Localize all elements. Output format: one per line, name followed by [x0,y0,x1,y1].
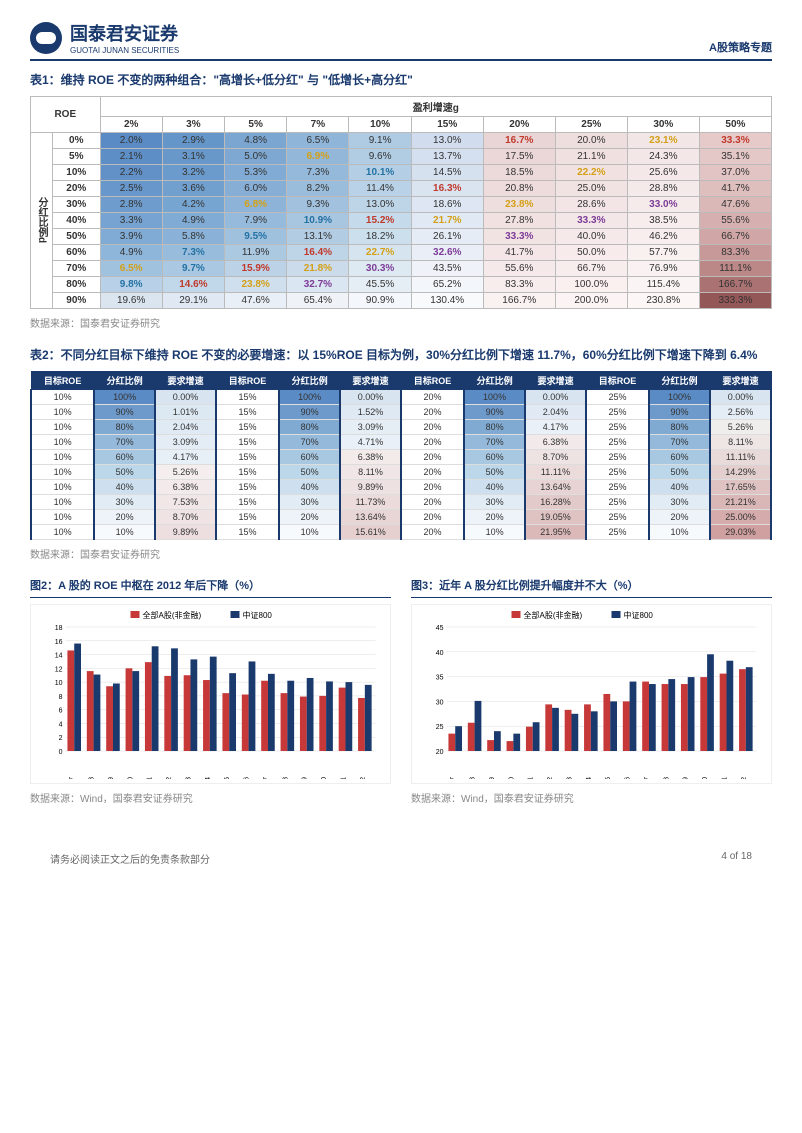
chart2-area: 全部A股(非金融) 中证800 20 25 30 35 40 45 2007 2008 2009 20… [411,604,772,784]
svg-text:2013: 2013 [185,777,192,779]
svg-text:2019: 2019 [683,777,690,779]
table2: 目标ROE分红比例要求增速目标ROE分红比例要求增速目标ROE分红比例要求增速目… [30,371,772,540]
table2-title: 表2：不同分红目标下维持 ROE 不变的必要增速：以 15%ROE 目标为例，3… [30,346,772,363]
svg-text:2009: 2009 [489,777,496,779]
logo-area: 国泰君安证券 GUOTAI JUNAN SECURITIES [30,20,179,55]
svg-text:2016: 2016 [625,777,632,779]
svg-text:45: 45 [436,625,444,632]
svg-text:2014: 2014 [205,777,212,779]
svg-text:2007: 2007 [69,777,76,779]
svg-text:25: 25 [436,724,444,731]
svg-text:2007: 2007 [450,777,457,779]
svg-text:2021: 2021 [340,777,347,779]
svg-text:2019: 2019 [302,777,309,779]
table1: ROE盈利增速g2%3%5%7%10%15%20%25%30%50%分红比例d0… [30,96,772,309]
svg-text:2013: 2013 [566,777,573,779]
svg-text:0: 0 [59,749,63,756]
svg-text:35: 35 [436,675,444,682]
svg-text:2020: 2020 [321,777,328,779]
svg-text:8: 8 [59,694,63,701]
chart2-source: 数据来源：Wind，国泰君安证券研究 [411,790,772,805]
charts-row: 图2：A 股的 ROE 中枢在 2012 年后下降（%） 全部A股(非金融) 中证… [30,577,772,821]
doc-type: A股策略专题 [709,39,772,55]
svg-text:2022: 2022 [360,777,367,779]
svg-text:18: 18 [55,625,63,632]
chart1-area: 全部A股(非金融) 中证800 0 2 4 6 8 10 12 14 16 18 2007 2008 200… [30,604,391,784]
svg-text:中证800: 中证800 [243,610,273,620]
svg-text:2014: 2014 [586,777,593,779]
svg-text:2015: 2015 [224,777,231,779]
company-name-en: GUOTAI JUNAN SECURITIES [70,46,179,55]
table1-source: 数据来源：国泰君安证券研究 [30,315,772,330]
svg-text:6: 6 [59,708,63,715]
disclaimer: 请务必阅读正文之后的免责条款部分 [50,851,210,866]
svg-text:16: 16 [55,639,63,646]
chart2-title: 图3：近年 A 股分红比例提升幅度并不大（%） [411,577,772,598]
svg-text:2008: 2008 [89,777,96,779]
svg-text:中证800: 中证800 [624,610,654,620]
svg-text:2017: 2017 [644,777,651,779]
svg-text:2017: 2017 [263,777,270,779]
logo-icon [30,22,62,54]
chart2-block: 图3：近年 A 股分红比例提升幅度并不大（%） 全部A股(非金融) 中证800 20… [411,577,772,821]
chart1-title: 图2：A 股的 ROE 中枢在 2012 年后下降（%） [30,577,391,598]
svg-text:20: 20 [436,749,444,756]
svg-text:30: 30 [436,699,444,706]
svg-text:10: 10 [55,680,63,687]
page-header: 国泰君安证券 GUOTAI JUNAN SECURITIES A股策略专题 [30,20,772,61]
chart1-block: 图2：A 股的 ROE 中枢在 2012 年后下降（%） 全部A股(非金融) 中证… [30,577,391,821]
svg-text:2020: 2020 [702,777,709,779]
svg-text:2010: 2010 [508,777,515,779]
svg-text:2: 2 [59,735,63,742]
svg-text:2015: 2015 [605,777,612,779]
table1-title: 表1：维持 ROE 不变的两种组合："高增长+低分红" 与 "低增长+高分红" [30,71,772,88]
chart1-source: 数据来源：Wind，国泰君安证券研究 [30,790,391,805]
table2-source: 数据来源：国泰君安证券研究 [30,546,772,561]
page-footer: 请务必阅读正文之后的免责条款部分 4 of 18 [30,851,772,866]
svg-text:2009: 2009 [108,777,115,779]
svg-text:2016: 2016 [244,777,251,779]
svg-text:2022: 2022 [741,777,748,779]
svg-text:2018: 2018 [663,777,670,779]
svg-text:12: 12 [55,666,63,673]
svg-text:2012: 2012 [166,777,173,779]
page-number: 4 of 18 [721,851,752,866]
svg-text:14: 14 [55,653,63,660]
svg-text:2008: 2008 [470,777,477,779]
svg-text:2021: 2021 [721,777,728,779]
svg-text:40: 40 [436,650,444,657]
svg-text:4: 4 [59,721,63,728]
svg-text:2018: 2018 [282,777,289,779]
svg-text:2012: 2012 [547,777,554,779]
svg-text:2011: 2011 [528,777,535,779]
svg-text:2010: 2010 [127,777,134,779]
svg-text:全部A股(非金融): 全部A股(非金融) [143,610,202,620]
svg-text:全部A股(非金融): 全部A股(非金融) [524,610,583,620]
company-name-cn: 国泰君安证券 [70,20,179,46]
svg-text:2011: 2011 [147,777,154,779]
